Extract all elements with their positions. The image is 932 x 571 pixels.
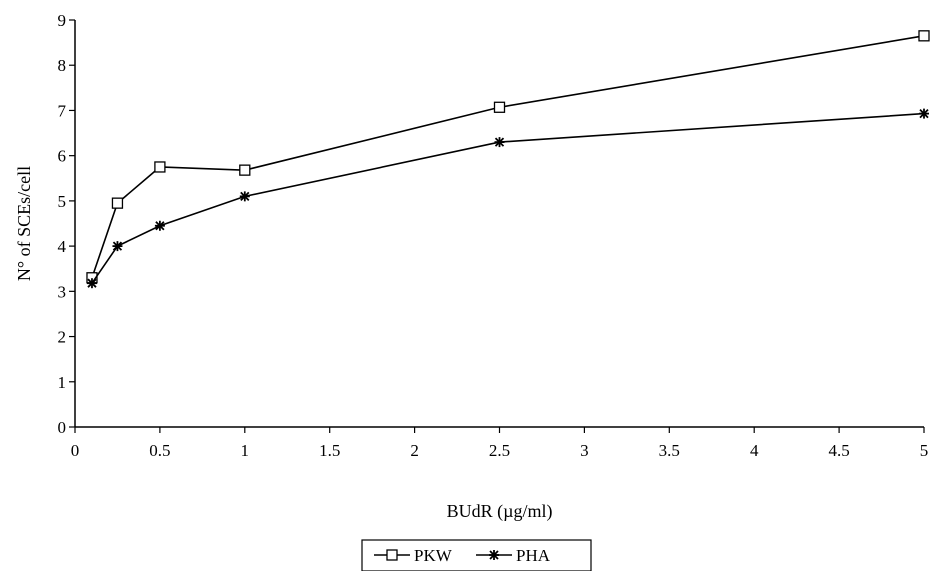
series-layer <box>86 30 930 289</box>
y-tick-label: 8 <box>58 56 67 75</box>
x-tick-label: 2 <box>410 441 419 460</box>
data-point-pkw <box>154 161 166 173</box>
x-tick-label: 3 <box>580 441 589 460</box>
y-axis-ticks: 0 1 2 3 4 5 6 7 8 9 <box>58 11 75 437</box>
x-tick-label: 4 <box>750 441 759 460</box>
y-tick-label: 1 <box>58 373 67 392</box>
data-point-pkw <box>239 164 251 176</box>
data-point-pha <box>494 137 505 148</box>
legend-item-pkw: PKW <box>374 546 453 565</box>
y-tick-label: 5 <box>58 192 67 211</box>
chart-legend: PKW PHA <box>361 539 592 571</box>
data-point-pkw <box>111 197 124 209</box>
x-axis-title: BUdR (µg/ml) <box>447 501 553 522</box>
series-pha <box>86 108 929 289</box>
series-line-pha <box>91 112 925 284</box>
chart-axes <box>74 20 924 428</box>
legend-item-pha: PHA <box>476 546 551 565</box>
data-point-pkw <box>918 30 930 42</box>
series-pkw <box>86 30 930 284</box>
x-tick-label: 2.5 <box>489 441 510 460</box>
data-point-pha <box>154 220 165 231</box>
data-point-pha <box>919 108 929 119</box>
x-tick-label: 1.5 <box>319 441 340 460</box>
y-tick-label: 6 <box>58 147 67 166</box>
y-axis-title: N° of SCEs/cell <box>14 166 34 281</box>
y-tick-label: 9 <box>58 11 67 30</box>
x-tick-label: 0.5 <box>149 441 170 460</box>
data-point-pha <box>86 278 97 289</box>
y-tick-label: 7 <box>58 101 67 120</box>
x-tick-label: 4.5 <box>828 441 849 460</box>
y-tick-label: 4 <box>58 237 67 256</box>
y-tick-label: 3 <box>58 282 67 301</box>
x-tick-label: 1 <box>241 441 250 460</box>
series-line-pkw <box>91 35 925 279</box>
x-axis-ticks: 0 0.5 1 1.5 2 2.5 3 3.5 4 4.5 5 <box>71 427 929 460</box>
legend-marker-pkw <box>386 549 398 561</box>
legend-label-pha: PHA <box>516 546 551 565</box>
data-point-pkw <box>493 101 506 113</box>
y-tick-label: 2 <box>58 328 67 347</box>
y-tick-label: 0 <box>58 418 67 437</box>
x-tick-label: 3.5 <box>659 441 680 460</box>
x-tick-label: 0 <box>71 441 80 460</box>
legend-label-pkw: PKW <box>414 546 453 565</box>
x-tick-label: 5 <box>920 441 929 460</box>
data-point-pha <box>112 241 123 252</box>
legend-marker-pha <box>489 550 499 560</box>
data-point-pha <box>239 191 250 202</box>
